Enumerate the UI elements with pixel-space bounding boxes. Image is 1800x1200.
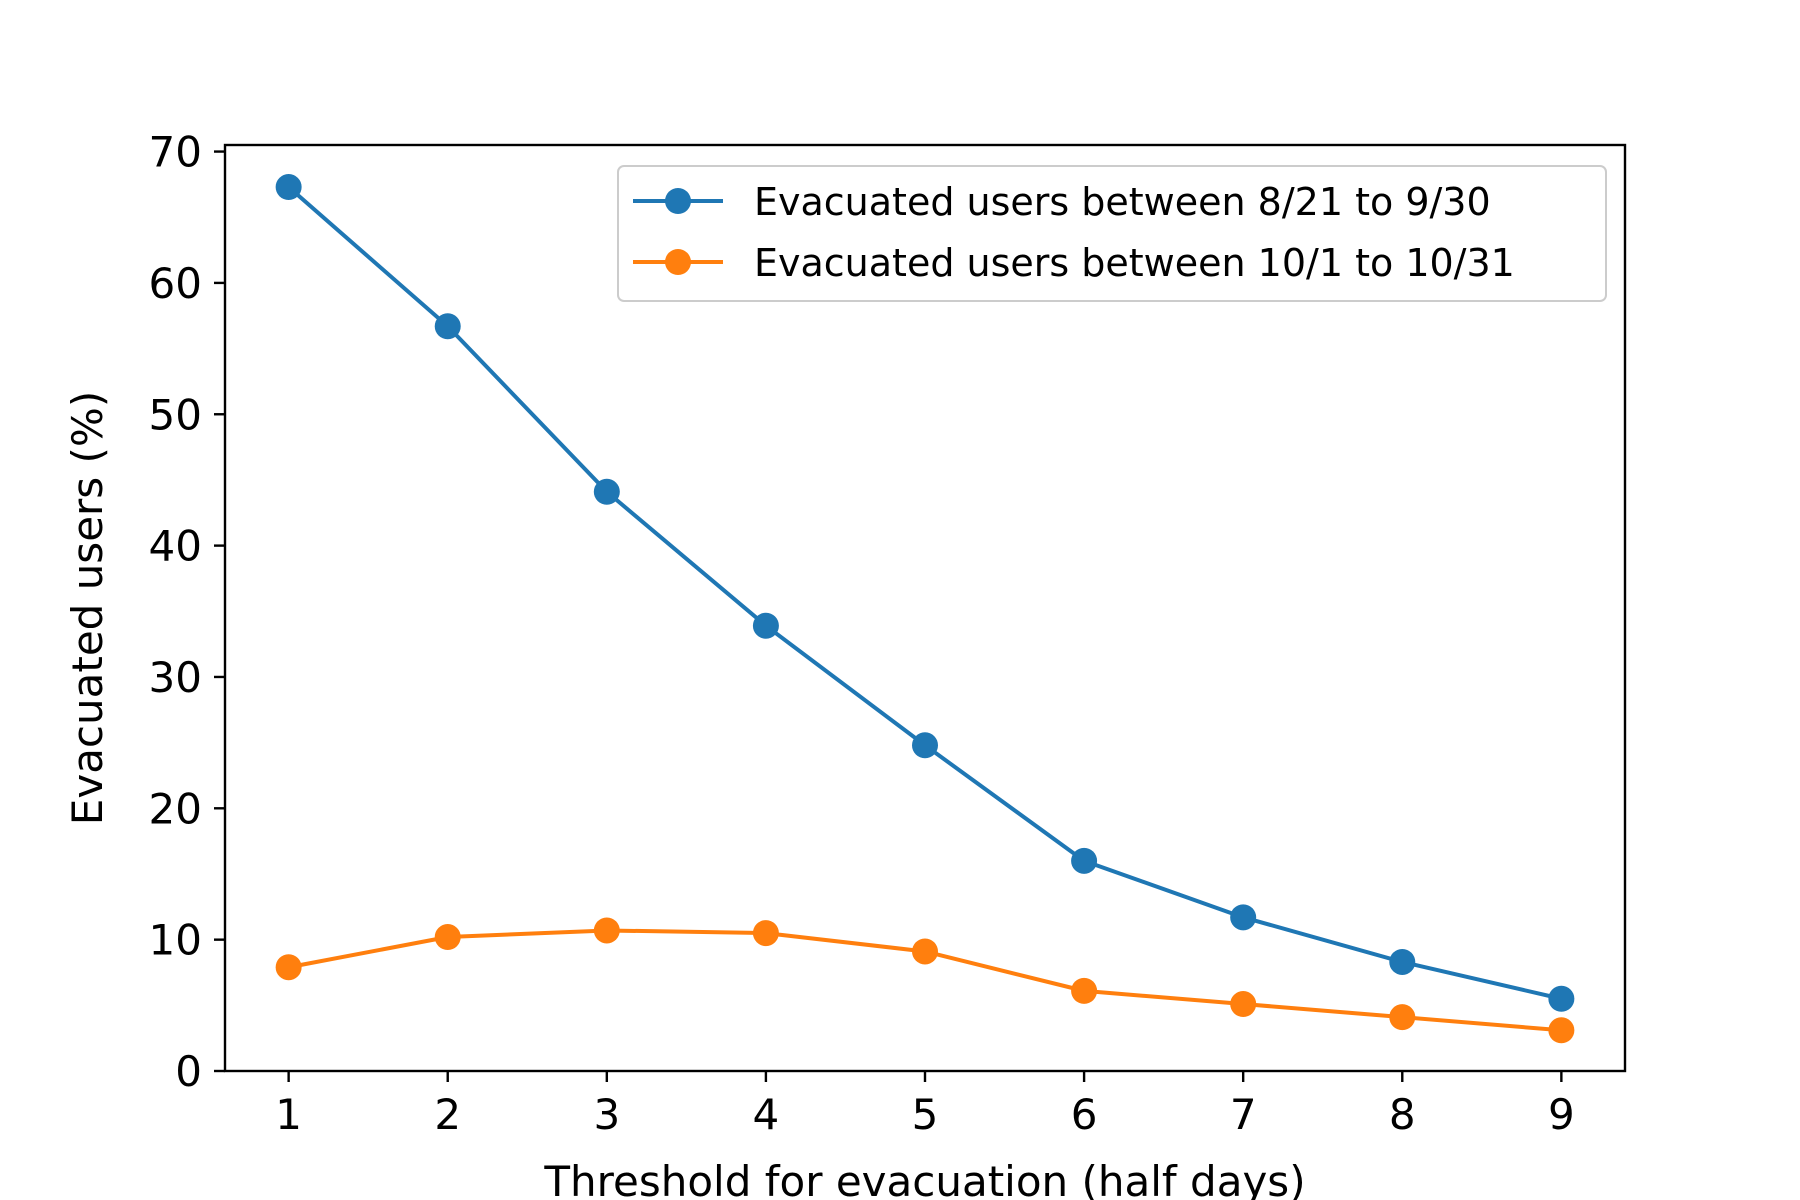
x-tick-label: 4 (753, 1090, 780, 1139)
series-2-point (1071, 977, 1098, 1004)
y-tick-label: 20 (149, 784, 202, 833)
series-1-point (752, 612, 779, 639)
series-1-point (1230, 904, 1257, 931)
series-2-point (593, 917, 620, 944)
series-2-point (1230, 991, 1257, 1018)
marks-layer (275, 174, 1575, 1044)
y-tick-label: 70 (149, 128, 202, 177)
x-tick-label: 3 (593, 1090, 620, 1139)
legend-marker (665, 188, 691, 214)
x-tick-label: 5 (912, 1090, 939, 1139)
y-axis: 0 10 20 30 40 50 60 70 (149, 128, 225, 1096)
x-tick-label: 8 (1389, 1090, 1416, 1139)
legend-items: Evacuated users between 8/21 to 9/30 Evac… (633, 180, 1515, 285)
x-tick-label: 1 (275, 1090, 302, 1139)
legend-marker (665, 249, 691, 275)
series-2-point (275, 954, 302, 981)
x-tick-label: 2 (434, 1090, 461, 1139)
y-tick-label: 30 (149, 653, 202, 702)
y-tick-label: 0 (175, 1047, 202, 1096)
legend-item: Evacuated users between 8/21 to 9/30 (633, 180, 1491, 224)
legend-label: Evacuated users between 8/21 to 9/30 (754, 180, 1491, 224)
legend-item: Evacuated users between 10/1 to 10/31 (633, 241, 1515, 285)
y-tick-label: 60 (149, 259, 202, 308)
legend-box (617, 165, 1607, 302)
series-2-point (1548, 1017, 1575, 1044)
series-1-point (912, 732, 938, 759)
series-1-point (1548, 985, 1575, 1012)
series-1-point (275, 174, 302, 201)
x-tick-label: 7 (1230, 1090, 1257, 1139)
series-1 (275, 174, 1575, 1012)
series-1-point (593, 478, 620, 505)
series-2-point (912, 938, 938, 965)
y-tick-label: 50 (149, 390, 202, 439)
y-tick-label: 10 (149, 916, 202, 965)
series-2-point (1389, 1004, 1416, 1031)
series-1-point (1389, 948, 1416, 975)
x-tick-label: 6 (1071, 1090, 1098, 1139)
series-2-point (752, 920, 779, 947)
series-1-point (434, 313, 461, 340)
x-axis-label: Threshold for evacuation (half days) (543, 1157, 1305, 1200)
y-tick-label: 40 (149, 522, 202, 571)
series-1-point (1071, 847, 1098, 874)
series-2-point (434, 924, 461, 951)
legend-label: Evacuated users between 10/1 to 10/31 (754, 241, 1515, 285)
x-axis: 1 2 3 4 5 6 7 8 9 (275, 1071, 1575, 1139)
x-tick-label: 9 (1548, 1090, 1575, 1139)
series-1-line (287, 185, 1562, 1001)
y-axis-label: Evacuated users (%) (63, 391, 112, 825)
series-2 (275, 917, 1575, 1044)
legend: Evacuated users between 8/21 to 9/30 Evac… (617, 165, 1607, 302)
